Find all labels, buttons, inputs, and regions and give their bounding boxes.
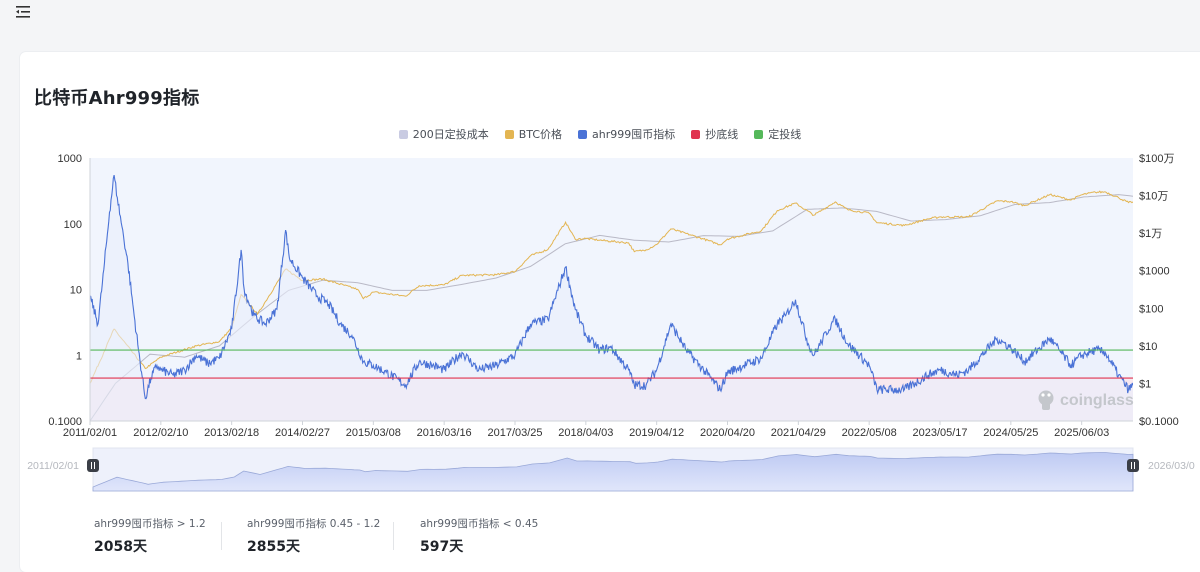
stat-label: ahr999囤币指标 > 1.2 — [94, 518, 206, 530]
series-ahr999-line — [90, 174, 1133, 400]
y-left-tick-label: 1 — [76, 350, 82, 362]
x-tick-label: 2025/06/03 — [1054, 427, 1109, 439]
stat-value: 2058天 — [94, 539, 147, 555]
stat-below-0-45: ahr999囤币指标 < 0.45 597天 — [420, 516, 538, 556]
legend-item-ahr999[interactable]: ahr999囤币指标 — [578, 126, 675, 142]
legend-item-dca-line[interactable]: 定投线 — [754, 126, 801, 142]
menu-collapse-icon[interactable] — [14, 4, 34, 20]
legend-label: 抄底线 — [705, 128, 739, 141]
y-left-tick-label: 10 — [70, 285, 82, 297]
chart-legend: 200日定投成本 BTC价格 ahr999囤币指标 抄底线 定投线 — [0, 126, 1200, 142]
legend-swatch — [754, 129, 764, 139]
navigator-end-label: 2026/03/0 — [1148, 460, 1195, 472]
coinglass-watermark: coinglass — [1038, 390, 1134, 410]
series-ahr999-area — [90, 175, 1133, 421]
series-btc-price-line — [90, 190, 1133, 384]
x-tick-label: 2020/04/20 — [700, 427, 755, 439]
stat-above-1-2: ahr999囤币指标 > 1.2 2058天 — [94, 516, 206, 556]
x-tick-label: 2021/04/29 — [771, 427, 826, 439]
watermark-text: coinglass — [1060, 392, 1134, 409]
legend-item-bottom-line[interactable]: 抄底线 — [691, 126, 738, 142]
legend-swatch — [578, 129, 588, 139]
x-tick-label: 2019/04/12 — [629, 427, 684, 439]
legend-label: 定投线 — [768, 128, 802, 141]
stat-value: 2855天 — [247, 539, 300, 555]
y-right-tick-label: $1 — [1139, 378, 1151, 390]
x-tick-label: 2011/02/01 — [63, 427, 117, 439]
legend-label: ahr999囤币指标 — [592, 128, 676, 141]
stat-between: ahr999囤币指标 0.45 - 1.2 2855天 — [247, 516, 380, 556]
page-title: 比特币Ahr999指标 — [34, 88, 200, 109]
y-right-tick-label: $10 — [1139, 341, 1157, 353]
y-right-tick-label: $100万 — [1139, 153, 1174, 165]
y-right-tick-label: $1万 — [1139, 228, 1162, 240]
stats-row: ahr999囤币指标 > 1.2 2058天 ahr999囤币指标 0.45 -… — [0, 516, 1200, 556]
x-tick-label: 2022/05/08 — [842, 427, 897, 439]
y-right-tick-label: $10万 — [1139, 191, 1168, 203]
x-tick-label: 2018/04/03 — [558, 427, 613, 439]
y-left-tick-label: 1000 — [58, 153, 82, 165]
x-tick-label: 2017/03/25 — [487, 427, 542, 439]
legend-item-btc-price[interactable]: BTC价格 — [504, 126, 563, 142]
navigator-right-handle[interactable] — [1127, 459, 1139, 472]
stat-divider — [221, 522, 222, 550]
y-right-tick-label: $0.1000 — [1139, 416, 1179, 428]
x-tick-label: 2016/03/16 — [417, 427, 472, 439]
x-tick-label: 2015/03/08 — [346, 427, 401, 439]
y-left-tick-label: 0.1000 — [48, 416, 82, 428]
y-right-tick-label: $100 — [1139, 303, 1163, 315]
legend-swatch — [691, 129, 701, 139]
stat-label: ahr999囤币指标 0.45 - 1.2 — [247, 518, 381, 530]
x-tick-label: 2012/02/10 — [133, 427, 188, 439]
navigator-start-label: 2011/02/01 — [27, 460, 79, 472]
legend-item-dca-cost[interactable]: 200日定投成本 — [398, 126, 489, 142]
x-tick-label: 2014/02/27 — [275, 427, 330, 439]
stat-divider — [393, 522, 394, 550]
stat-value: 597天 — [420, 539, 464, 555]
x-tick-label: 2013/02/18 — [204, 427, 259, 439]
navigator-area — [92, 452, 1134, 492]
range-navigator[interactable]: 2011/02/01 2026/03/0 — [27, 447, 1195, 492]
navigator-left-handle[interactable] — [87, 459, 99, 472]
legend-swatch — [398, 129, 408, 139]
legend-label: 200日定投成本 — [412, 128, 489, 141]
x-tick-label: 2023/05/17 — [912, 427, 967, 439]
stat-label: ahr999囤币指标 < 0.45 — [420, 518, 539, 530]
x-tick-label: 2024/05/25 — [983, 427, 1038, 439]
y-left-tick-label: 100 — [64, 219, 82, 231]
legend-label: BTC价格 — [518, 128, 563, 141]
y-right-tick-label: $1000 — [1139, 266, 1170, 278]
legend-swatch — [504, 129, 514, 139]
